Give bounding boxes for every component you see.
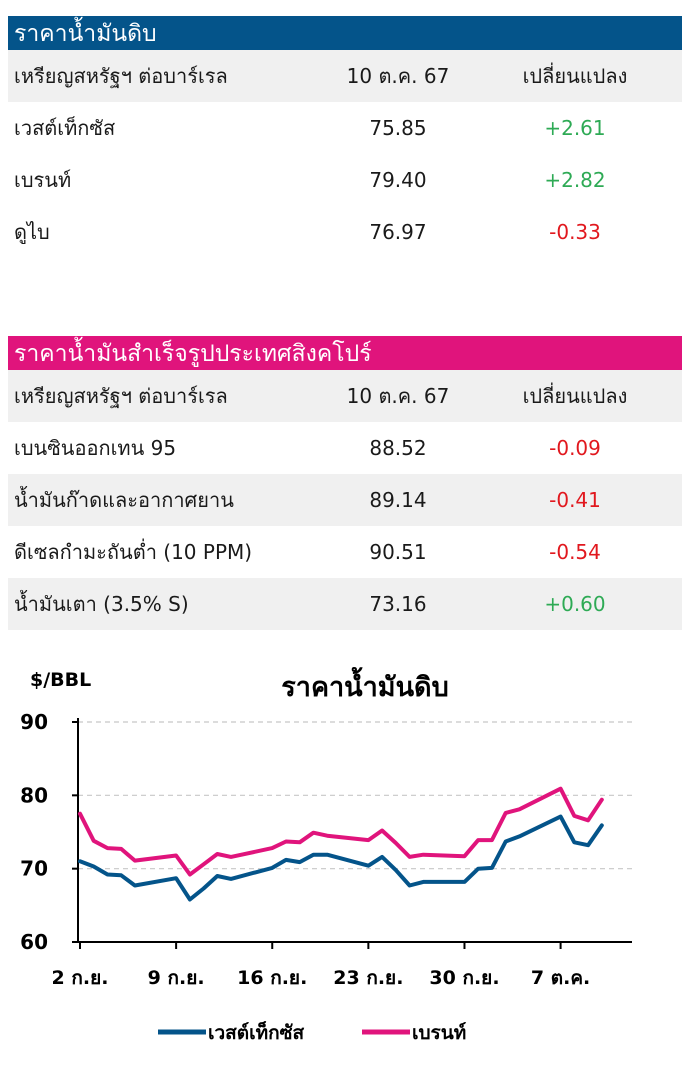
singapore-table-title: ราคาน้ำมันสำเร็จรูปประเทศสิงคโปร์ <box>8 336 682 370</box>
chart-legend: เวสต์เท็กซัส เบรนท์ <box>158 1020 466 1044</box>
row-change: -0.41 <box>549 488 601 512</box>
series-line <box>78 814 604 902</box>
series-line <box>78 786 604 877</box>
row-name: น้ำมันก๊าดและอากาศยาน <box>14 488 234 512</box>
singapore-product-price-table: ราคาน้ำมันสำเร็จรูปประเทศสิงคโปร์ เหรียญ… <box>8 336 682 630</box>
row-price: 88.52 <box>369 436 427 460</box>
y-tick-label: 70 <box>20 857 48 881</box>
header-change: เปลี่ยนแปลง <box>522 64 628 88</box>
row-name: เบนซินออกเทน 95 <box>14 436 177 460</box>
x-tick-label: 16 ก.ย. <box>237 967 307 989</box>
x-tick-label: 30 ก.ย. <box>429 967 499 989</box>
row-name: ดีเซลกำมะถันต่ำ (10 PPM) <box>14 540 253 564</box>
row-change: +0.60 <box>544 592 606 616</box>
row-price: 73.16 <box>369 592 427 616</box>
crude-table-title: ราคาน้ำมันดิบ <box>8 16 682 50</box>
legend-label: เวสต์เท็กซัส <box>208 1020 305 1044</box>
table-row-wti: เวสต์เท็กซัส 75.85 +2.61 <box>8 102 682 154</box>
header-unit: เหรียญสหรัฐฯ ต่อบาร์เรล <box>14 64 228 88</box>
chart-axes: 60 70 80 90 2 ก.ย. 9 ก.ย. 16 ก.ย. 23 ก.ย. 30 ก.ย… <box>20 710 632 989</box>
chart-gridlines <box>78 721 632 870</box>
table-row-brent: เบรนท์ 79.40 +2.82 <box>8 154 682 206</box>
row-name: เบรนท์ <box>14 168 72 192</box>
y-tick-label: 90 <box>20 710 48 734</box>
x-tick-label: 9 ก.ย. <box>148 967 205 989</box>
row-change: +2.82 <box>544 168 606 192</box>
chart-title: ราคาน้ำมันดิบ <box>281 666 448 703</box>
header-unit: เหรียญสหรัฐฯ ต่อบาร์เรล <box>14 384 228 408</box>
row-name: ดูไบ <box>14 220 50 244</box>
header-date: 10 ต.ค. 67 <box>346 384 450 408</box>
table-row-dubai: ดูไบ 76.97 -0.33 <box>8 206 682 258</box>
table-row-diesel: ดีเซลกำมะถันต่ำ (10 PPM) 90.51 -0.54 <box>8 526 682 578</box>
row-name: น้ำมันเตา (3.5% S) <box>14 592 189 616</box>
header-change: เปลี่ยนแปลง <box>522 384 628 408</box>
x-tick-label: 7 ต.ค. <box>531 967 590 989</box>
y-tick-label: 60 <box>20 930 48 954</box>
row-change: -0.54 <box>549 540 601 564</box>
chart-y-unit-label: $/BBL <box>30 669 91 691</box>
legend-label: เบรนท์ <box>412 1022 466 1044</box>
row-price: 89.14 <box>369 488 427 512</box>
table-row-jet-kerosene: น้ำมันก๊าดและอากาศยาน 89.14 -0.41 <box>8 474 682 526</box>
row-price: 75.85 <box>369 116 427 140</box>
singapore-table-header: เหรียญสหรัฐฯ ต่อบาร์เรล 10 ต.ค. 67 เปลี่… <box>8 370 682 422</box>
row-price: 76.97 <box>369 220 427 244</box>
crude-table-header: เหรียญสหรัฐฯ ต่อบาร์เรล 10 ต.ค. 67 เปลี่… <box>8 50 682 102</box>
table-row-fuel-oil: น้ำมันเตา (3.5% S) 73.16 +0.60 <box>8 578 682 630</box>
row-change: -0.09 <box>549 436 601 460</box>
crude-price-line-chart: $/BBL ราคาน้ำมันดิบ 60 70 80 90 2 ก.ย. 9 ก.ย.… <box>20 666 632 1044</box>
y-tick-label: 80 <box>20 783 48 807</box>
x-tick-label: 23 ก.ย. <box>333 967 403 989</box>
row-change: -0.33 <box>549 220 601 244</box>
row-change: +2.61 <box>544 116 606 140</box>
header-date: 10 ต.ค. 67 <box>346 64 450 88</box>
row-price: 90.51 <box>369 540 427 564</box>
table-row-gasoline95: เบนซินออกเทน 95 88.52 -0.09 <box>8 422 682 474</box>
row-price: 79.40 <box>369 168 427 192</box>
x-tick-label: 2 ก.ย. <box>52 967 109 989</box>
chart-series <box>78 786 604 902</box>
crude-oil-price-table: ราคาน้ำมันดิบ เหรียญสหรัฐฯ ต่อบาร์เรล 10… <box>8 16 682 258</box>
row-name: เวสต์เท็กซัส <box>14 116 116 140</box>
